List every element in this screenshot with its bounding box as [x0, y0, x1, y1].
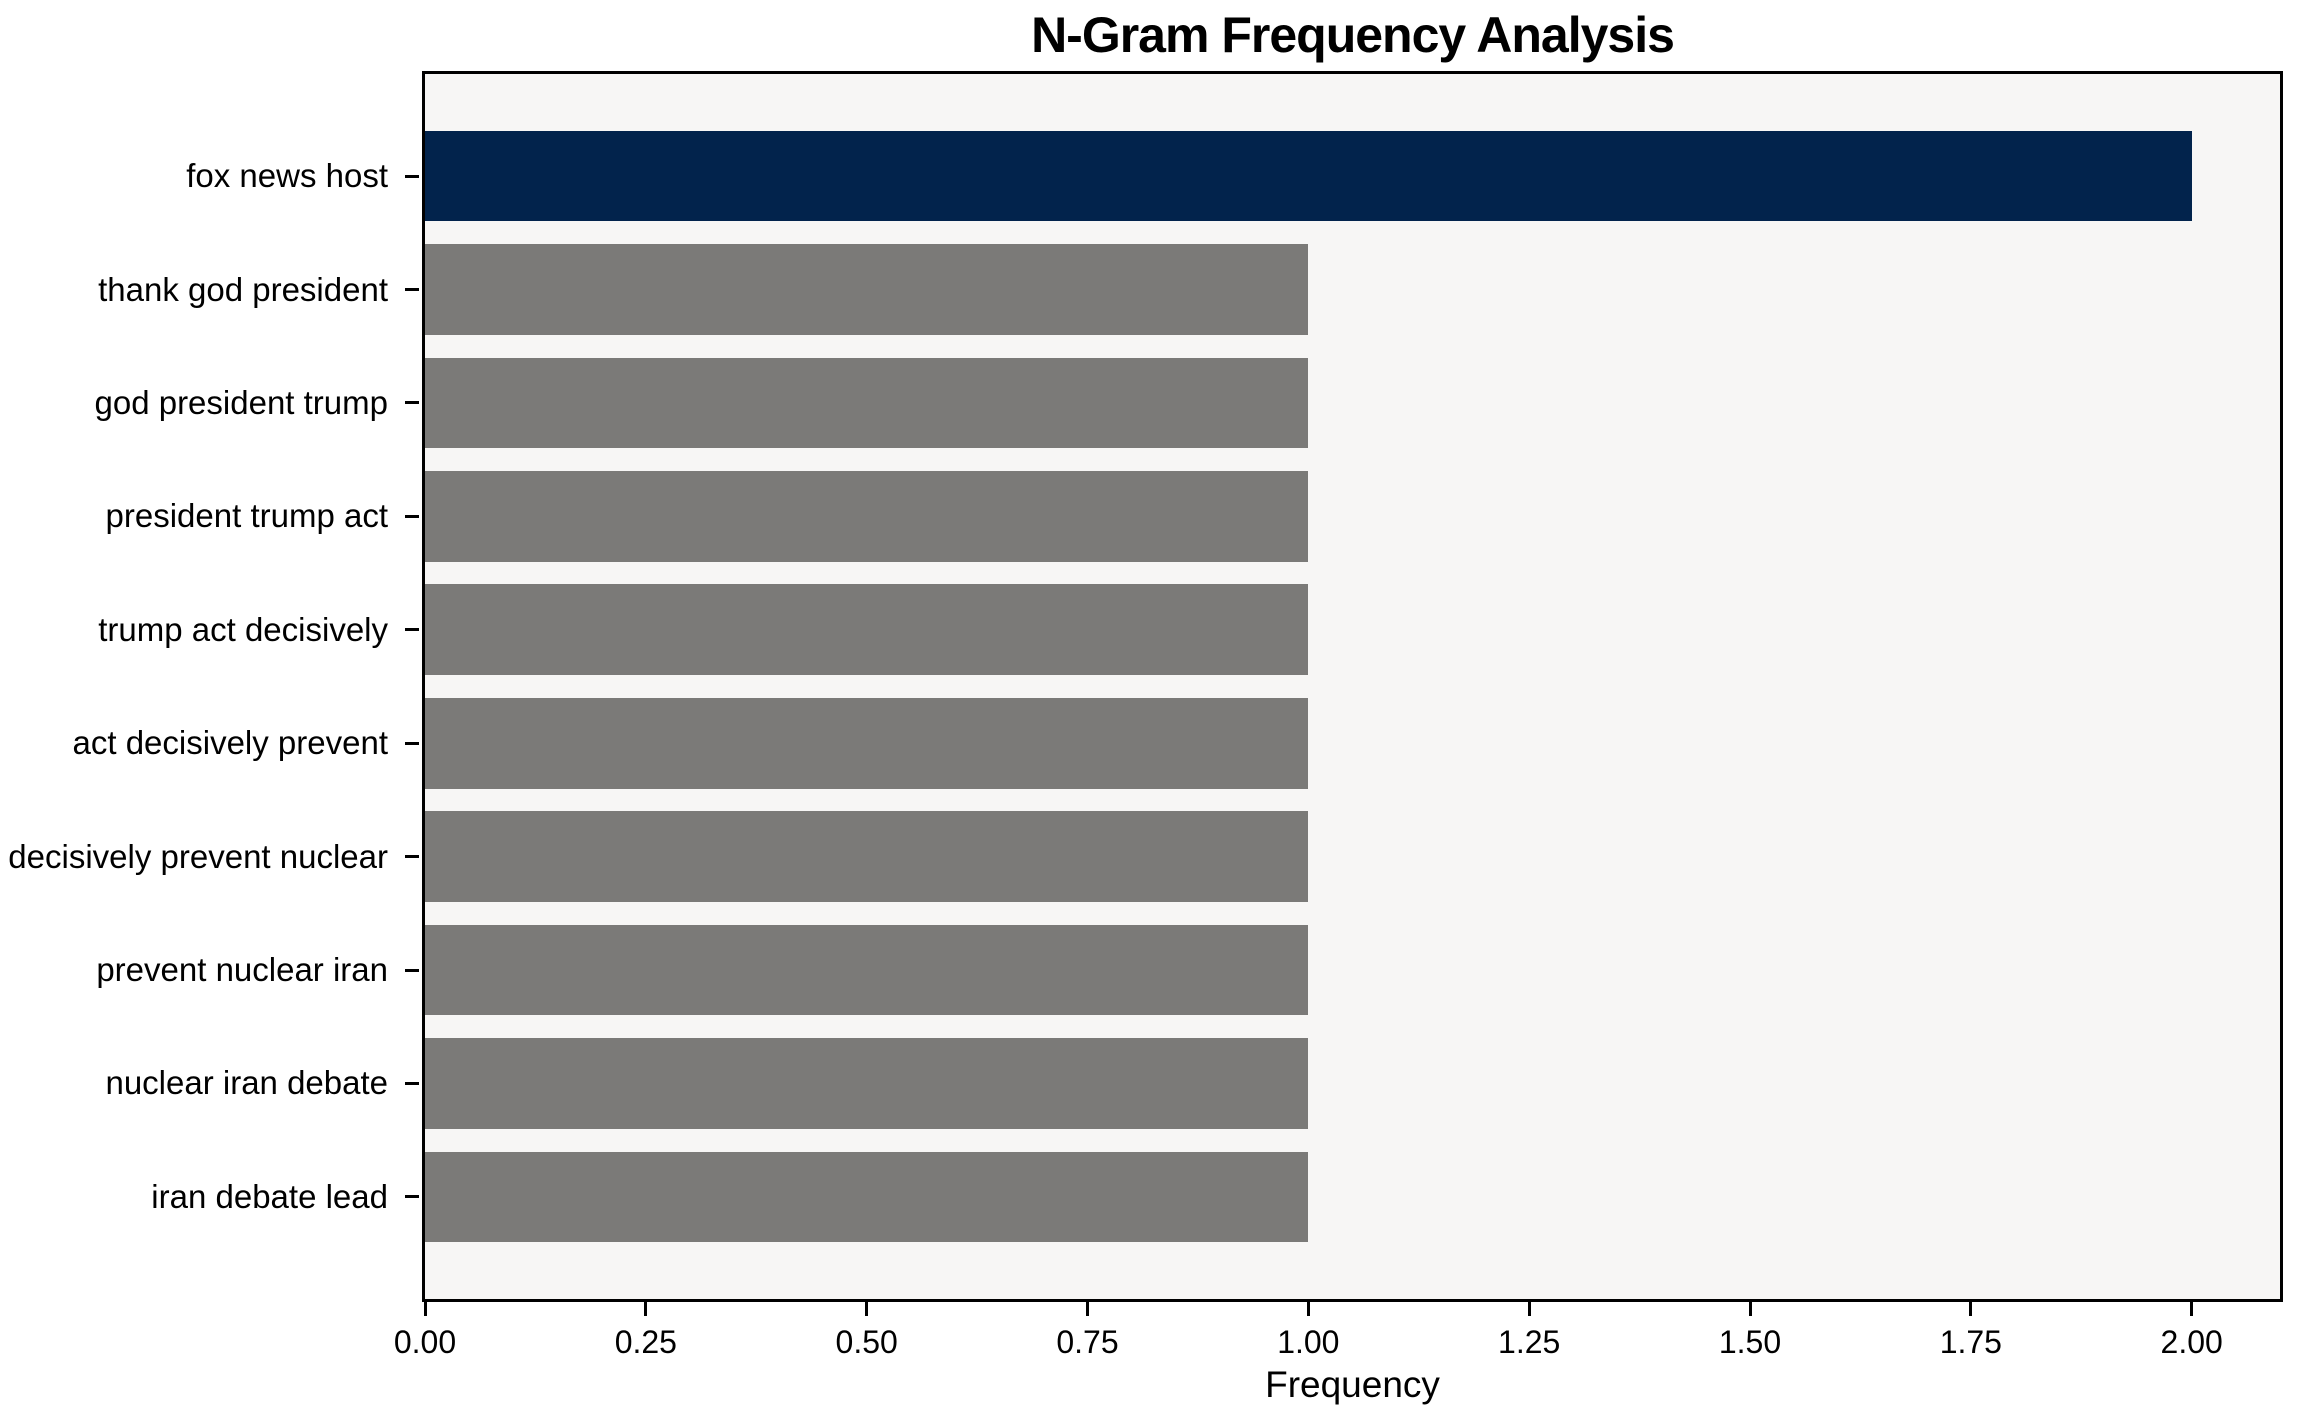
x-tick-label: 1.25	[1498, 1324, 1561, 1360]
y-tick-label: decisively prevent nuclear	[8, 837, 388, 875]
y-tick-label: act decisively prevent	[72, 724, 388, 762]
y-tick-mark	[405, 741, 419, 745]
x-tick-label: 2.00	[2160, 1324, 2223, 1360]
y-tick-mark	[405, 855, 419, 859]
bar-president-trump-act	[425, 470, 1309, 562]
y-tick-label: nuclear iran debate	[105, 1064, 388, 1102]
x-tick-mark	[1527, 1302, 1531, 1316]
bar-prevent-nuclear-iran	[425, 924, 1309, 1016]
y-tick-label: iran debate lead	[151, 1177, 388, 1215]
y-tick-label: thank god president	[98, 270, 388, 308]
x-tick-label: 1.50	[1718, 1324, 1782, 1360]
y-tick-label: trump act decisively	[98, 610, 388, 648]
y-tick-mark	[405, 968, 419, 972]
y-tick-mark	[405, 514, 419, 518]
y-tick-mark	[405, 1195, 419, 1199]
y-tick-label: god president trump	[94, 383, 388, 421]
y-tick-mark	[405, 628, 419, 632]
x-tick-label: 1.75	[1939, 1324, 2002, 1360]
bar-act-decisively-prevent	[425, 697, 1309, 789]
x-tick-mark	[865, 1302, 869, 1316]
x-tick-label: 0.25	[614, 1324, 677, 1360]
bar-decisively-prevent-nuclear	[425, 811, 1309, 902]
bar-thank-god-president	[425, 244, 1309, 335]
plot-area	[422, 71, 2283, 1302]
x-tick-label: 0.50	[835, 1324, 898, 1360]
bar-god-president-trump	[425, 357, 1309, 449]
y-tick-label: fox news host	[186, 157, 388, 195]
y-tick-label: president trump act	[105, 497, 388, 535]
bar-fox-news-host	[425, 130, 2192, 222]
x-tick-mark	[423, 1302, 427, 1316]
y-tick-mark	[405, 174, 419, 178]
chart-title: N-Gram Frequency Analysis	[1031, 7, 1675, 63]
bar-nuclear-iran-debate	[425, 1038, 1309, 1129]
y-tick-label: prevent nuclear iran	[96, 951, 388, 989]
x-tick-label: 0.75	[1056, 1324, 1119, 1360]
x-tick-mark	[1748, 1302, 1752, 1316]
x-tick-mark	[1306, 1302, 1310, 1316]
x-tick-mark	[2190, 1302, 2194, 1316]
x-tick-label: 0.00	[393, 1324, 457, 1360]
x-tick-mark	[1086, 1302, 1089, 1316]
y-tick-mark	[405, 1081, 419, 1085]
bar-iran-debate-lead	[425, 1151, 1309, 1243]
x-tick-mark	[644, 1302, 648, 1316]
x-axis: 0.00 0.25 0.50 0.75 1.00 1.25 1.50 1.75 2.00	[394, 1302, 2280, 1382]
bar-trump-act-decisively	[425, 584, 1309, 676]
y-tick-mark	[405, 401, 419, 405]
x-tick-label: 1.00	[1277, 1324, 1340, 1360]
x-axis-label: Frequency	[1265, 1364, 1440, 1405]
y-axis: fox news host thank god president god pres…	[0, 74, 422, 1299]
y-tick-mark	[405, 288, 419, 291]
x-tick-mark	[1969, 1302, 1973, 1316]
